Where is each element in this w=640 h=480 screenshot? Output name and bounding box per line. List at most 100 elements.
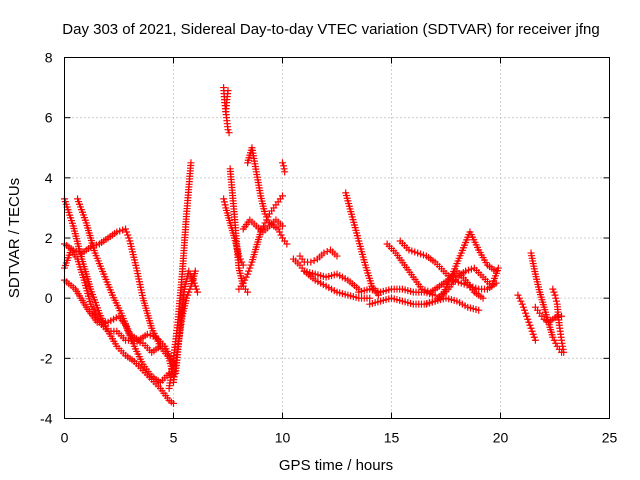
data-point: [551, 291, 559, 299]
data-point: [526, 321, 534, 329]
y-tick-label: 6: [45, 110, 53, 126]
data-point: [241, 276, 249, 284]
data-point: [220, 195, 228, 203]
data-point: [518, 300, 526, 308]
data-point: [263, 213, 271, 221]
series-arc11: [226, 165, 252, 296]
series-arc23: [422, 228, 500, 308]
data-point: [238, 258, 246, 266]
x-tick-label: 5: [170, 430, 178, 446]
data-point: [525, 318, 533, 326]
series-arc8: [172, 267, 201, 377]
data-point: [527, 324, 535, 332]
data-point: [277, 231, 285, 239]
data-point: [560, 348, 568, 356]
chart-title: Day 303 of 2021, Sidereal Day-to-day VTE…: [62, 21, 599, 38]
data-point: [274, 225, 282, 233]
data-point: [531, 336, 539, 344]
series-arc25: [366, 294, 483, 314]
data-point: [279, 192, 286, 200]
data-point: [475, 306, 483, 314]
data-point: [220, 198, 228, 206]
data-point: [187, 159, 195, 167]
data-point: [192, 285, 200, 293]
data-point: [184, 291, 192, 299]
data-point: [552, 339, 560, 347]
data-point: [246, 264, 254, 272]
data-point: [190, 279, 198, 287]
x-tick-label: 15: [384, 430, 400, 446]
data-point: [522, 309, 530, 317]
series-arc19: [342, 189, 382, 299]
series-arc9b: [222, 108, 233, 137]
x-tick-label: 25: [602, 430, 618, 446]
data-point: [279, 222, 286, 230]
data-point: [191, 282, 199, 290]
data-point: [310, 257, 318, 265]
y-tick-label: 2: [45, 230, 53, 246]
data-point: [261, 210, 269, 218]
series-arc18: [300, 267, 363, 293]
data-point: [523, 312, 531, 320]
series-arc27: [527, 249, 566, 356]
data-point: [517, 297, 525, 305]
data-point: [244, 288, 252, 296]
grid-layer: [64, 57, 610, 419]
data-point: [279, 159, 286, 167]
series-arc6: [165, 159, 195, 392]
data-point: [333, 252, 341, 260]
series-arc1: [61, 195, 177, 407]
data-point: [276, 228, 284, 236]
data-point: [520, 306, 528, 314]
data-point: [549, 333, 557, 341]
data-point: [156, 342, 164, 350]
data-point: [264, 216, 272, 224]
data-point: [188, 273, 196, 281]
axis-ticks: 0 5 10 15 20 25 -4 -2 0 2 4 6 8: [40, 50, 617, 446]
data-point: [239, 279, 247, 287]
data-point: [549, 285, 557, 293]
data-point: [245, 267, 253, 275]
data-point: [514, 291, 522, 299]
data-point: [186, 270, 194, 278]
data-point: [191, 267, 199, 275]
data-point: [170, 399, 177, 407]
y-axis-label: SDTVAR / TECUs: [6, 178, 23, 298]
data-point: [320, 249, 328, 257]
data-point: [244, 270, 252, 278]
series-arc24: [435, 264, 502, 302]
y-tick-label: -4: [40, 411, 53, 427]
x-tick-label: 0: [61, 430, 69, 446]
data-point: [122, 225, 130, 233]
data-point: [235, 252, 243, 260]
data-point: [529, 330, 537, 338]
data-point: [515, 294, 523, 302]
data-point: [431, 291, 439, 299]
data-point: [528, 327, 536, 335]
data-point: [530, 333, 538, 341]
data-point: [558, 312, 566, 320]
data-point: [307, 258, 315, 266]
series-arc17: [296, 246, 341, 266]
data-point: [524, 315, 532, 323]
data-point: [123, 228, 131, 236]
data-point: [247, 261, 255, 269]
data-point: [225, 129, 233, 137]
x-tick-label: 10: [275, 430, 291, 446]
data-point: [552, 294, 560, 302]
x-axis-label: GPS time / hours: [279, 457, 393, 474]
data-point: [224, 126, 232, 134]
data-point: [193, 288, 201, 296]
data-point: [183, 294, 191, 302]
data-point: [224, 87, 232, 95]
data-point: [125, 234, 133, 242]
data-point: [185, 267, 193, 275]
y-tick-label: 8: [45, 50, 53, 66]
data-point: [189, 276, 197, 284]
series-arc14: [239, 216, 286, 236]
data-point: [281, 168, 289, 176]
x-tick-label: 20: [493, 430, 509, 446]
data-point: [479, 294, 487, 302]
series-arc15: [279, 159, 289, 176]
